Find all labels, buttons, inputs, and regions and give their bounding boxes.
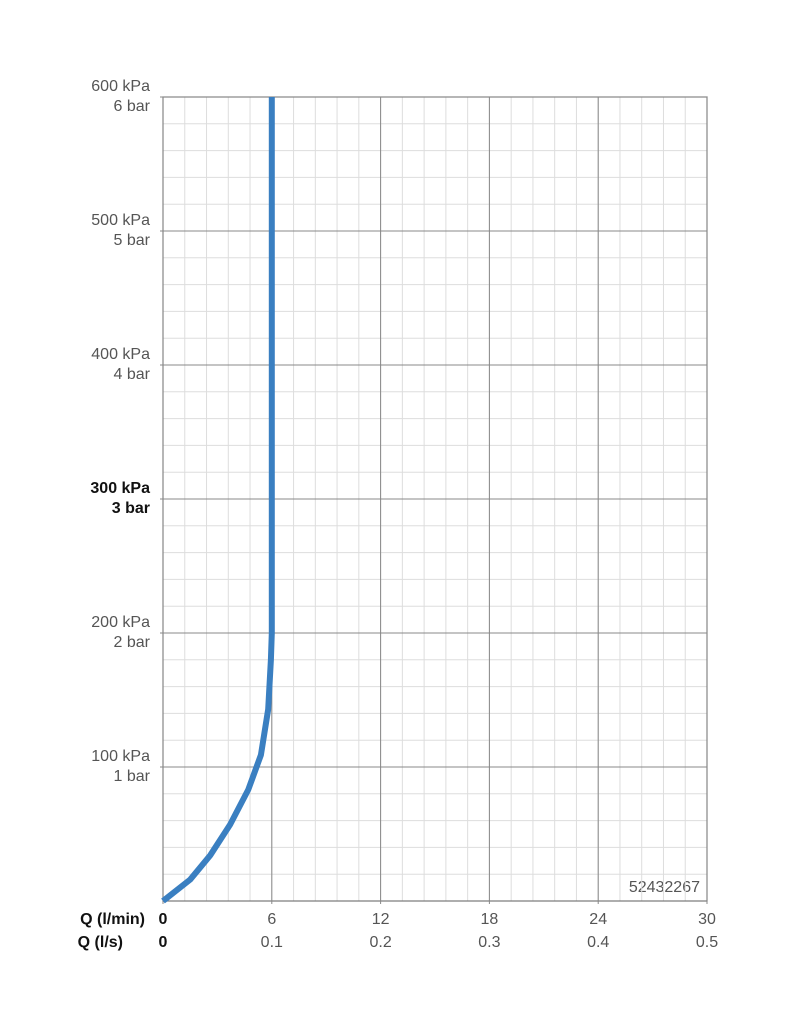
x-tick-label: 0 [159,911,168,928]
x2-tick-label: 0 [159,934,168,951]
y2-tick-label: 1 bar [114,768,151,785]
y-tick-label: 100 kPa [91,748,150,765]
annotation: 52432267 [629,879,700,896]
x2-tick-label: 0.2 [369,934,391,951]
y2-tick-label: 2 bar [114,634,151,651]
x-tick-label: 24 [589,911,607,928]
x-tick-label: 12 [372,911,390,928]
x2-tick-label: 0.1 [261,934,283,951]
flow-curve [161,97,275,904]
y-tick-label: 400 kPa [91,346,150,363]
y-tick-label: 300 kPa [90,480,150,497]
x2-axis-label: Q (l/s) [78,934,123,951]
x-tick-label: 30 [698,911,716,928]
x-axis-label: Q (l/min) [80,911,145,928]
y2-tick-label: 3 bar [112,500,150,517]
y-tick-label: 200 kPa [91,614,150,631]
x-tick-label: 6 [267,911,276,928]
x-tick-label: 18 [481,911,499,928]
y-tick-label: 600 kPa [91,78,150,95]
x2-tick-label: 0.5 [696,934,718,951]
y2-tick-label: 6 bar [114,98,151,115]
x2-tick-label: 0.4 [587,934,609,951]
y2-tick-label: 4 bar [114,366,151,383]
y2-tick-label: 5 bar [114,232,151,249]
x2-tick-label: 0.3 [478,934,500,951]
y-tick-label: 500 kPa [91,212,150,229]
